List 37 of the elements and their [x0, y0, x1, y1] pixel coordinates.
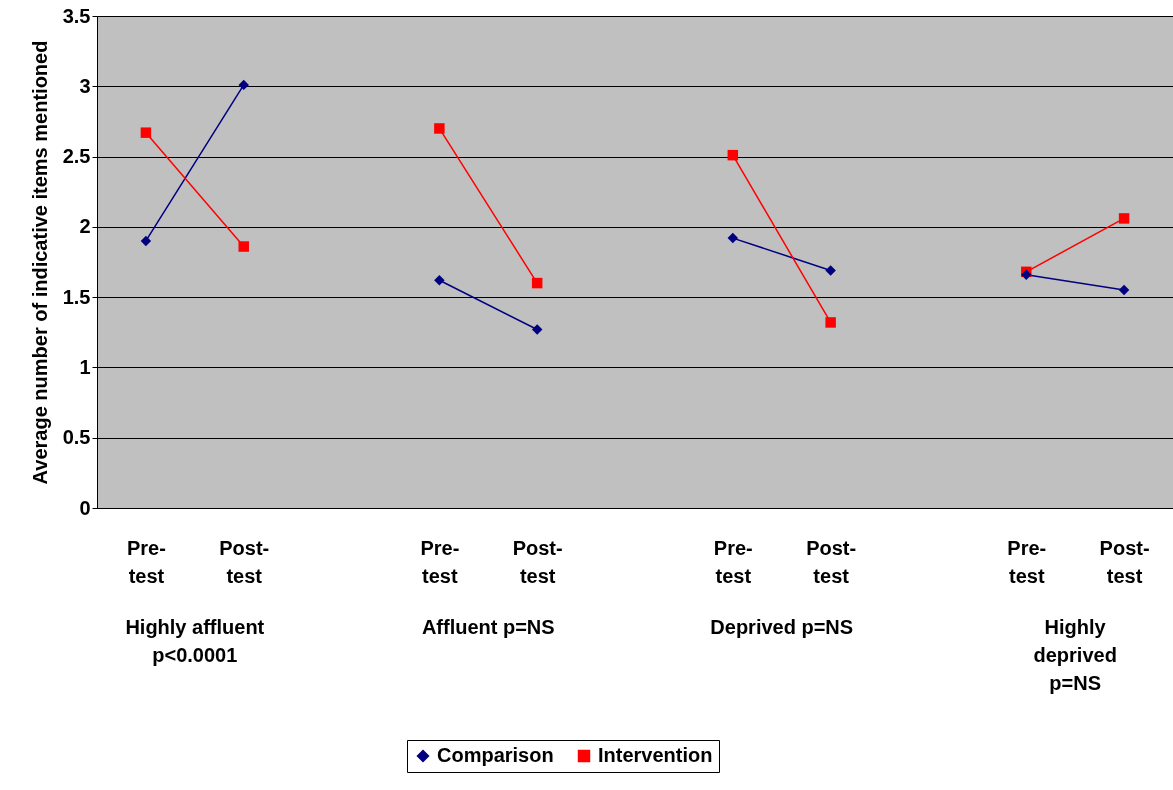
point [434, 123, 445, 134]
point [140, 235, 152, 247]
y-tick-label: 0.5 [62, 426, 91, 449]
point [1118, 284, 1130, 296]
legend-label: Comparison [437, 744, 554, 766]
legend-label: Intervention [598, 744, 713, 766]
point [238, 79, 249, 91]
y-tick-label: 1.5 [62, 285, 91, 308]
point [1118, 213, 1130, 224]
point [531, 324, 543, 335]
x-tick-label: Post- test [1099, 536, 1150, 587]
y-tick-label: 0 [79, 496, 91, 519]
text: Affluent p=NS [421, 616, 555, 638]
text: Highly affluent p<0.0001 [125, 616, 265, 666]
text: Highly deprived p=NS [1033, 616, 1117, 694]
y-tick-label: 3 [79, 74, 91, 97]
x-tick-label: Pre- test [1007, 536, 1047, 587]
point [531, 277, 543, 289]
x-tick-label: Pre- test [713, 536, 753, 587]
y-axis-title: Average number of indicative items mentioned [28, 40, 51, 485]
point [727, 149, 739, 161]
y-tick-label: 2.5 [62, 145, 91, 168]
point [434, 275, 445, 286]
y-tick-label: 1 [79, 355, 91, 378]
x-tick-label: Post- test [512, 536, 563, 587]
y-tick-label: 3.5 [62, 4, 91, 27]
x-tick-label: Post- test [806, 536, 857, 587]
x-tick-label: Pre- test [420, 536, 460, 587]
point [825, 265, 836, 276]
text: Deprived p=NS [710, 616, 854, 638]
point [727, 232, 739, 244]
point [140, 127, 152, 138]
x-tick-label: Pre- test [126, 536, 166, 587]
point [238, 241, 249, 252]
point [825, 317, 836, 328]
y-tick-label: 2 [79, 215, 91, 238]
x-tick-label: Post- test [219, 536, 270, 587]
